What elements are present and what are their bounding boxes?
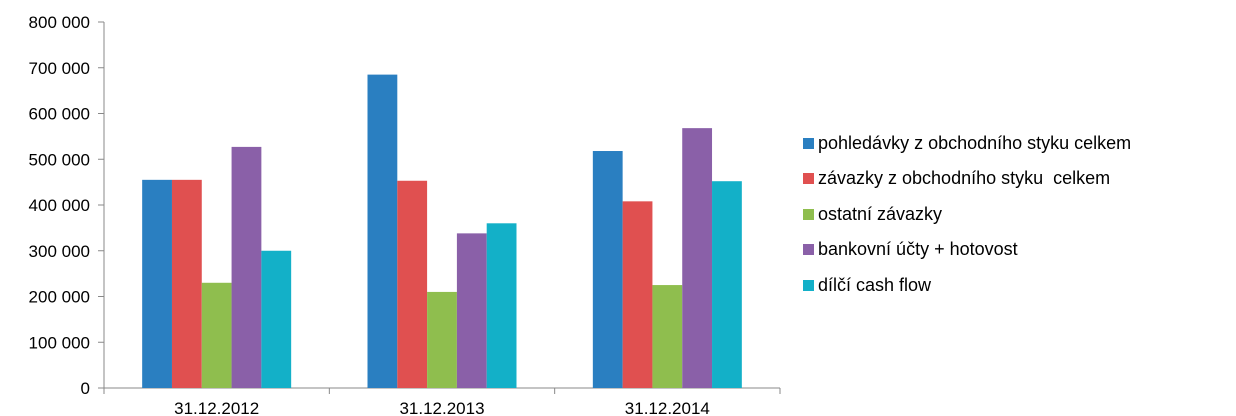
bar bbox=[171, 179, 202, 388]
y-tick-label: 400 000 bbox=[29, 196, 90, 215]
legend-item: závazky z obchodního styku celkem bbox=[803, 168, 1131, 190]
legend-swatch bbox=[803, 173, 814, 184]
legend-item: bankovní účty + hotovost bbox=[803, 239, 1131, 261]
y-tick-label: 200 000 bbox=[29, 288, 90, 307]
y-tick-label: 0 bbox=[81, 379, 90, 398]
bar bbox=[261, 250, 292, 388]
y-tick-label: 300 000 bbox=[29, 242, 90, 261]
chart-legend: pohledávky z obchodního styku celkem záva… bbox=[803, 132, 1131, 310]
legend-item: ostatní závazky bbox=[803, 203, 1131, 225]
x-tick-label: 31.12.2012 bbox=[174, 399, 259, 416]
legend-label: bankovní účty + hotovost bbox=[818, 239, 1018, 259]
bar bbox=[231, 146, 262, 388]
legend-swatch bbox=[803, 244, 814, 255]
legend-label: závazky z obchodního styku celkem bbox=[818, 168, 1111, 188]
legend-item: pohledávky z obchodního styku celkem bbox=[803, 132, 1131, 154]
y-tick-label: 800 000 bbox=[29, 13, 90, 32]
bar bbox=[652, 285, 683, 388]
legend-swatch bbox=[803, 279, 814, 291]
legend-label: pohledávky z obchodního styku celkem bbox=[818, 132, 1132, 153]
legend-label: dílčí cash flow bbox=[818, 274, 932, 295]
bars bbox=[142, 74, 742, 389]
bar bbox=[682, 128, 713, 388]
x-axis: 31.12.2012 31.12.2013 31.12.2014 bbox=[103, 387, 781, 416]
bar bbox=[142, 179, 172, 388]
bar bbox=[456, 233, 487, 388]
y-tick-label: 600 000 bbox=[29, 105, 90, 124]
legend-swatch bbox=[803, 137, 814, 149]
bar bbox=[622, 201, 653, 388]
bar bbox=[592, 151, 623, 388]
bar bbox=[367, 74, 398, 389]
bar bbox=[427, 291, 457, 388]
x-tick-label: 31.12.2013 bbox=[399, 399, 484, 416]
x-tick-label: 31.12.2014 bbox=[625, 399, 710, 416]
y-axis: 0 100 000 200 000 300 000 400 000 500 000 600 … bbox=[29, 13, 105, 398]
legend-item: dílčí cash flow bbox=[803, 274, 1131, 296]
y-tick-label: 700 000 bbox=[29, 59, 90, 78]
legend-swatch bbox=[803, 208, 814, 220]
y-tick-label: 500 000 bbox=[29, 150, 90, 169]
bar bbox=[486, 223, 517, 388]
bar bbox=[712, 181, 742, 388]
bar bbox=[397, 180, 428, 388]
y-tick-label: 100 000 bbox=[29, 333, 90, 352]
legend-label: ostatní závazky bbox=[818, 203, 943, 224]
bar bbox=[201, 282, 232, 388]
